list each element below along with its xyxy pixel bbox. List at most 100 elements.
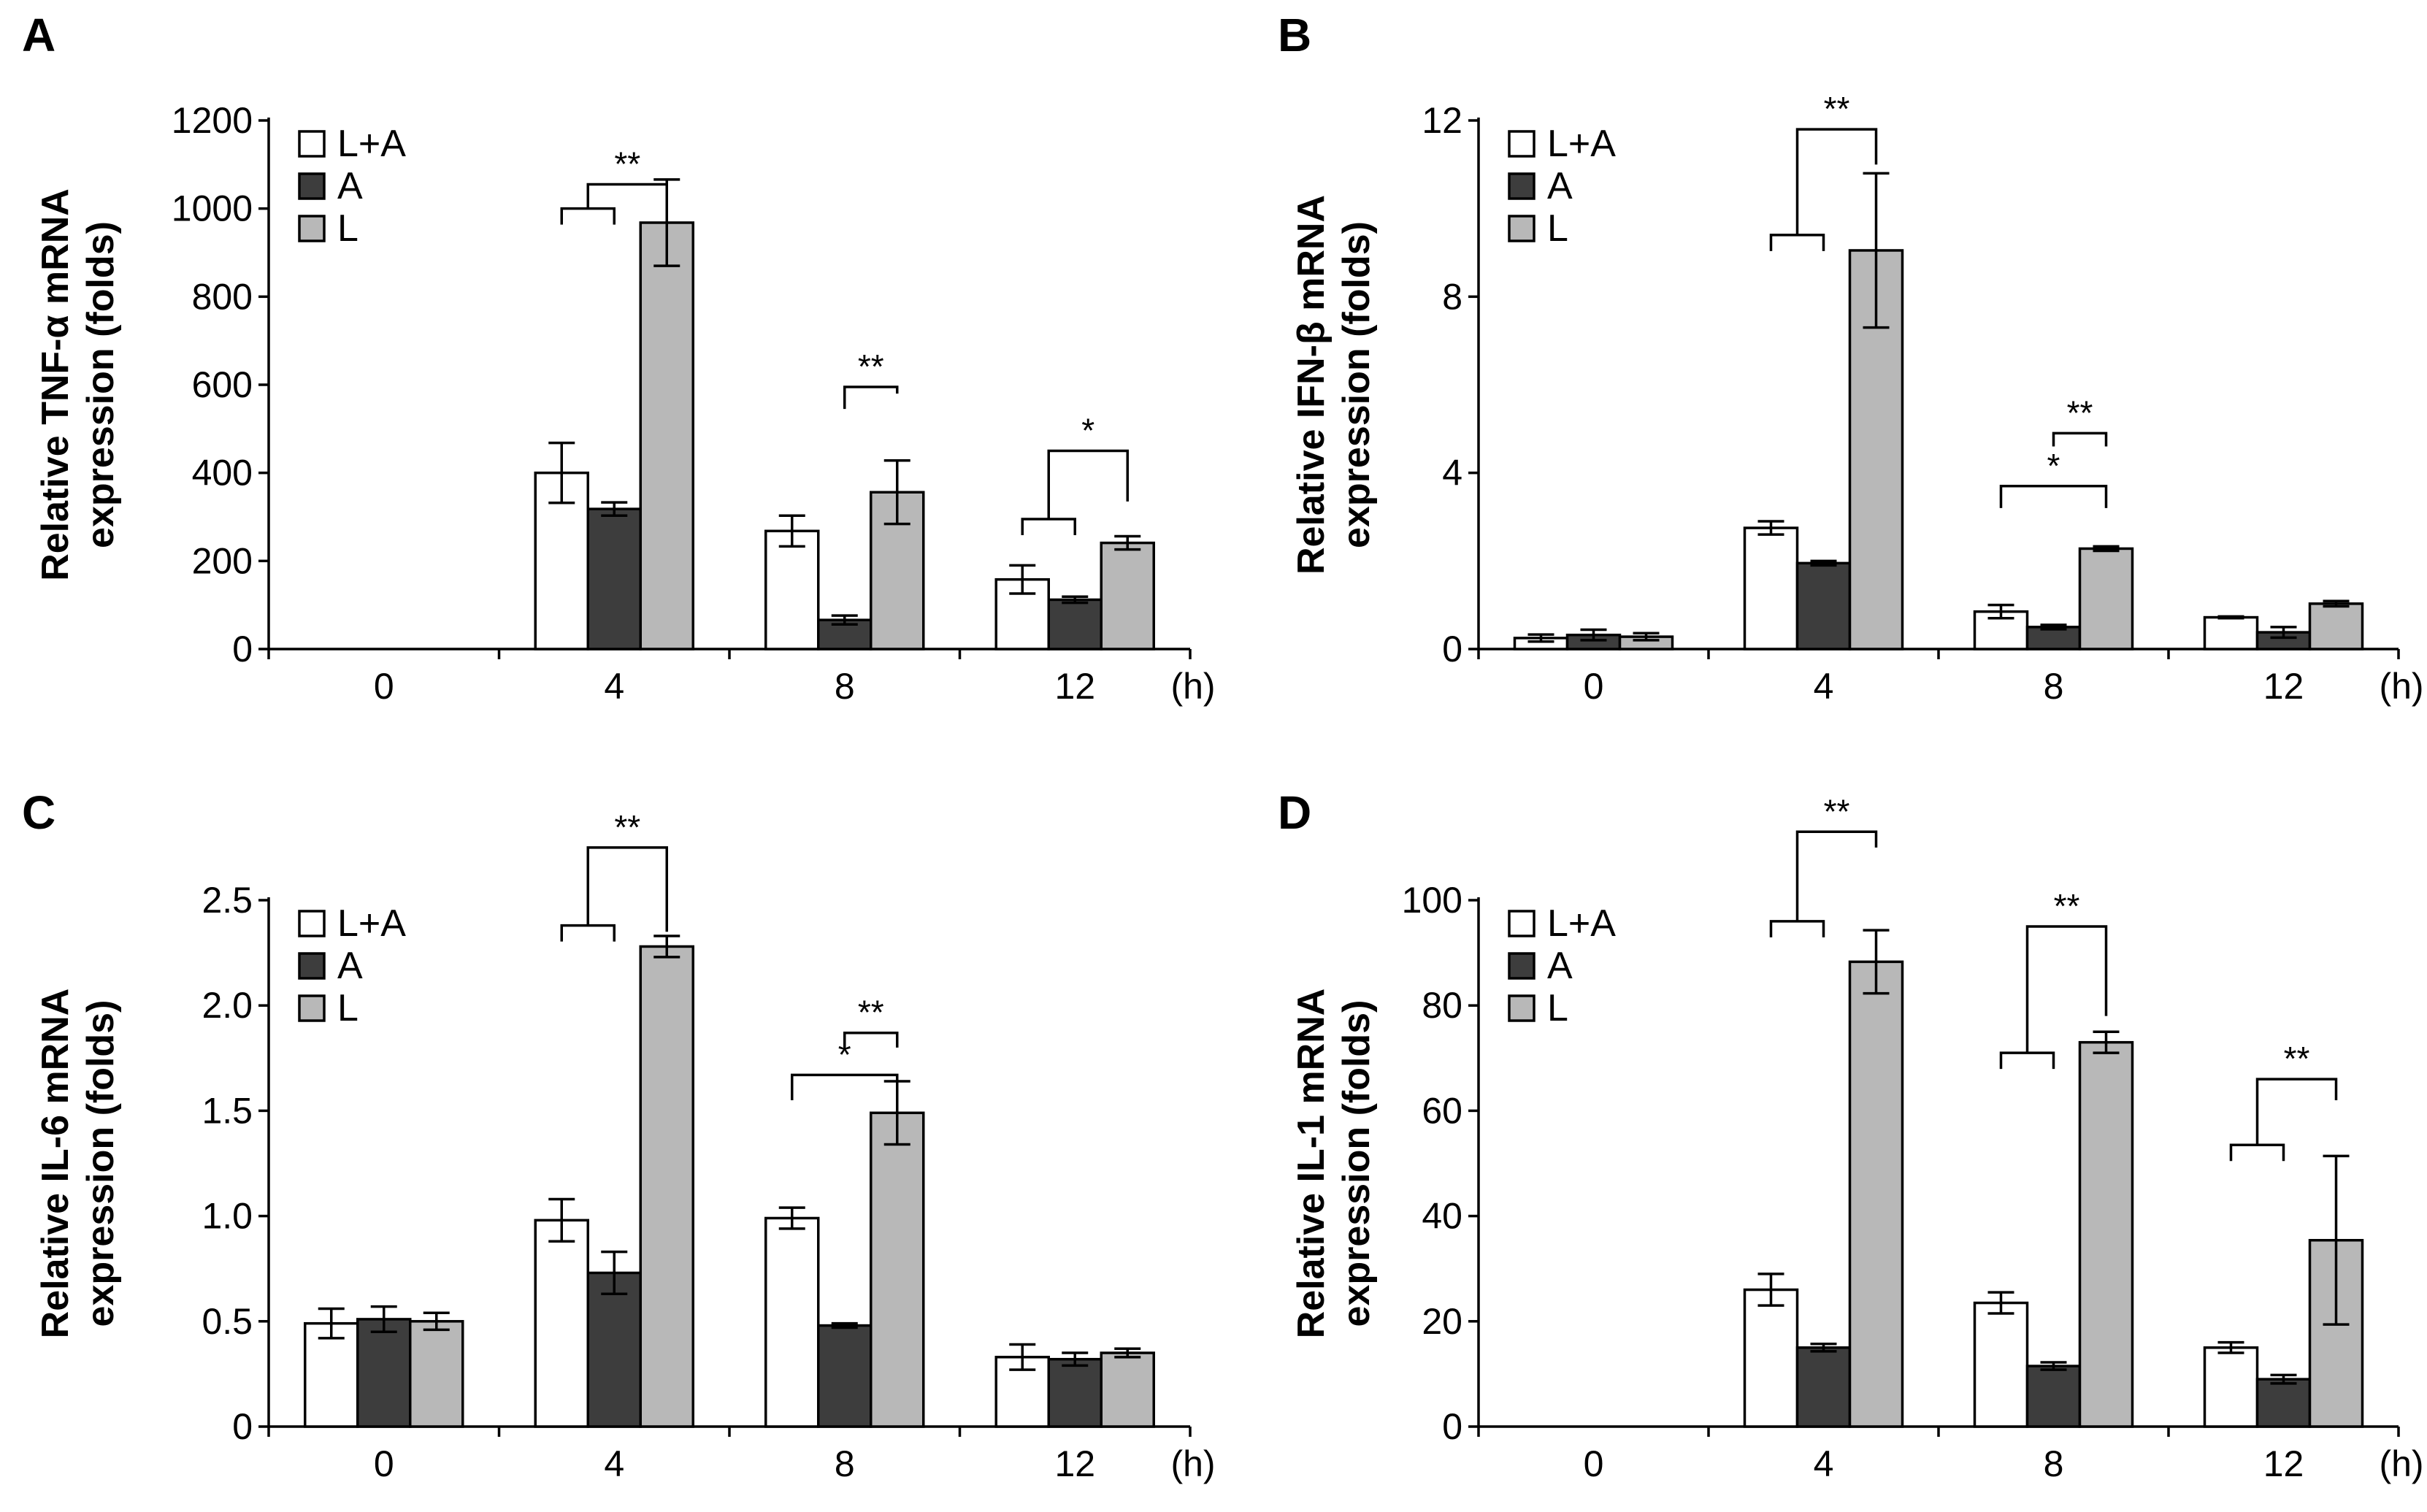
bar-a	[817, 1324, 873, 1428]
bar-a	[1047, 1357, 1103, 1428]
bar-lplusa	[2203, 615, 2259, 651]
y-axis-title-line1: Relative IL-1 mRNA	[1290, 989, 1333, 1339]
bar-l	[2308, 602, 2364, 651]
error-bar	[1580, 628, 1607, 642]
x-tick-label: 8	[2044, 666, 2064, 707]
legend-label: A	[1547, 165, 1573, 207]
legend-label: L	[337, 207, 359, 250]
error-bar	[1863, 929, 1890, 995]
significance-subbracket	[560, 207, 616, 225]
y-tick-label: 2.0	[202, 985, 253, 1026]
x-tick-label: 0	[374, 1443, 394, 1484]
error-bar	[548, 1197, 575, 1243]
significance-label: *	[1081, 412, 1094, 450]
error-bar	[1009, 1343, 1036, 1371]
legend-swatch	[1508, 994, 1535, 1022]
bar-a	[817, 618, 873, 651]
y-tick-label: 4	[1442, 453, 1462, 494]
significance-label: **	[2054, 887, 2080, 925]
legend-label: L+A	[337, 123, 406, 165]
x-tick-label: 12	[2263, 1443, 2304, 1484]
x-tick-label: 4	[604, 666, 624, 707]
bar-l	[409, 1320, 464, 1428]
bar-a	[1795, 561, 1852, 651]
y-tick-label: 0	[1442, 1406, 1462, 1447]
legend-label: L+A	[337, 902, 406, 945]
y-tick-label: 0	[232, 1406, 253, 1447]
y-tick-label: 20	[1422, 1301, 1462, 1342]
legend-swatch	[298, 910, 326, 937]
significance-label: **	[614, 808, 640, 846]
y-tick-label: 800	[192, 276, 253, 317]
y-tick-label: 0	[1442, 629, 1462, 669]
panel-letter: D	[1278, 786, 1311, 839]
error-bar	[883, 459, 910, 526]
error-bar	[1757, 520, 1784, 536]
significance-subbracket	[560, 924, 616, 942]
significance-label: **	[1824, 90, 1850, 128]
bar-lplusa	[2203, 1346, 2259, 1428]
y-axis-title-line2: expression (folds)	[80, 221, 122, 548]
error-bar	[2270, 626, 2297, 640]
y-tick-label: 8	[1442, 276, 1462, 317]
significance-label: *	[2047, 447, 2060, 485]
y-axis-title-line1: Relative TNF-α mRNA	[34, 188, 77, 581]
y-tick-label: 2.5	[202, 880, 253, 921]
y-tick-label: 200	[192, 540, 253, 581]
significance-label: **	[614, 145, 640, 183]
significance-bracket	[843, 1031, 899, 1048]
error-bar	[2323, 1154, 2350, 1326]
bar-l	[639, 945, 694, 1428]
legend-swatch	[1508, 215, 1535, 242]
legend-label: A	[337, 165, 363, 207]
significance-subbracket	[1769, 920, 1825, 937]
error-bar	[1810, 559, 1837, 567]
error-bar	[2093, 545, 2120, 553]
significance-label: **	[858, 994, 884, 1032]
y-axis-title-line2: expression (folds)	[80, 1000, 122, 1327]
significance-bracket	[1795, 830, 1878, 921]
error-bar	[370, 1305, 397, 1333]
bar-lplusa	[1743, 1288, 1799, 1428]
significance-bracket	[2255, 1078, 2338, 1145]
y-axis-title-line2: expression (folds)	[1335, 1000, 1378, 1327]
legend-swatch	[298, 994, 326, 1022]
panel-B: B Relative IFN-β mRNA expression (folds) 0 4…	[1278, 9, 2424, 707]
error-bar	[318, 1307, 345, 1340]
error-bar	[423, 1311, 450, 1332]
significance-label: **	[2067, 394, 2093, 431]
bar-l	[1100, 541, 1155, 651]
error-bar	[1062, 595, 1089, 605]
significance-subbracket	[1769, 234, 1825, 251]
significance-label: *	[838, 1035, 851, 1073]
error-bar	[1810, 1343, 1837, 1353]
panel-A: A Relative TNF-α mRNA expression (folds) 0 2…	[22, 9, 1216, 707]
error-bar	[1114, 1347, 1141, 1359]
bar-lplusa	[764, 1216, 820, 1428]
significance-bracket	[2052, 431, 2108, 447]
y-axis-title-line2: expression (folds)	[1335, 221, 1378, 548]
error-bar	[1987, 1291, 2014, 1315]
error-bar	[831, 1321, 858, 1329]
error-bar	[2323, 599, 2350, 608]
y-tick-label: 1000	[172, 188, 253, 229]
panel-C: C Relative IL-6 mRNA expression (folds) 0 0.…	[22, 786, 1216, 1484]
x-tick-label: 8	[835, 666, 855, 707]
error-bar	[548, 441, 575, 504]
x-tick-label: 0	[1584, 666, 1604, 707]
legend-swatch	[298, 952, 326, 980]
x-axis-unit: (h)	[1170, 1443, 1215, 1484]
bar-a	[2255, 1378, 2312, 1428]
panel-D: D Relative IL-1 mRNA expression (folds) 0 20…	[1278, 786, 2424, 1484]
legend-swatch	[298, 130, 326, 158]
error-bar	[601, 1250, 628, 1296]
significance-bracket	[1795, 128, 1878, 235]
significance-bracket	[1999, 485, 2108, 508]
error-bar	[2217, 1340, 2244, 1354]
error-bar	[2040, 1361, 2067, 1371]
y-tick-label: 0.5	[202, 1301, 253, 1342]
error-bar	[2270, 1373, 2297, 1385]
legend-swatch	[1508, 910, 1535, 937]
significance-subbracket	[1021, 518, 1076, 536]
x-tick-label: 8	[2044, 1443, 2064, 1484]
